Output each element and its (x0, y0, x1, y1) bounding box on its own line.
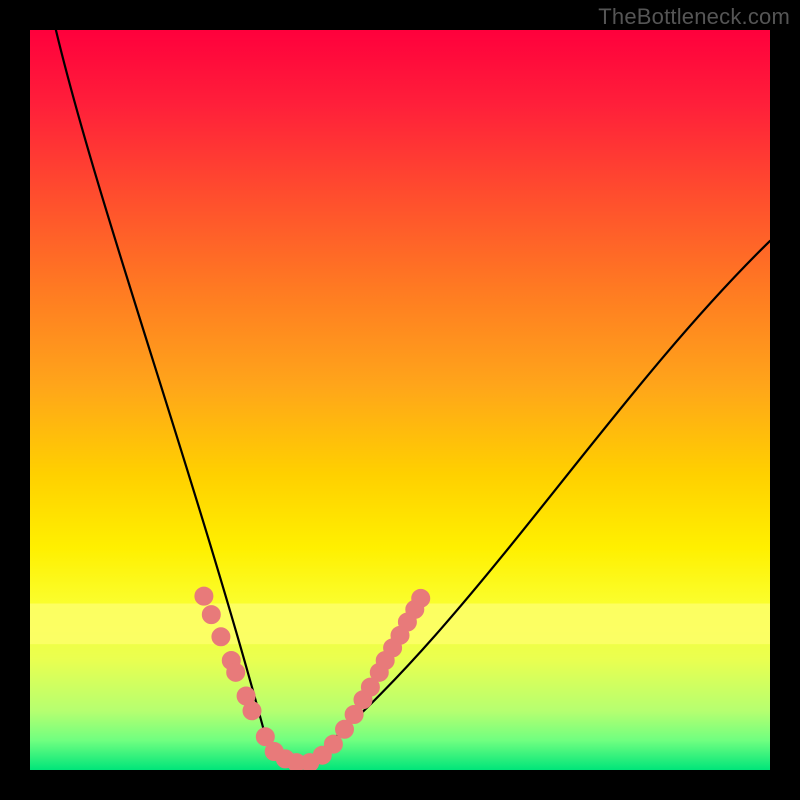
marker-dot (243, 702, 261, 720)
marker-dot (212, 628, 230, 646)
marker-dot (202, 606, 220, 624)
watermark-text: TheBottleneck.com (598, 0, 800, 30)
bottleneck-chart (30, 30, 770, 770)
marker-dot (227, 663, 245, 681)
marker-dot (195, 587, 213, 605)
marker-dot (412, 589, 430, 607)
gradient-backdrop (30, 30, 770, 770)
marker-dot (324, 735, 342, 753)
